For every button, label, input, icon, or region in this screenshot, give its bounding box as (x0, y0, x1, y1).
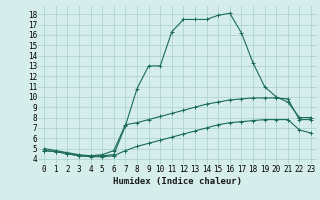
X-axis label: Humidex (Indice chaleur): Humidex (Indice chaleur) (113, 177, 242, 186)
